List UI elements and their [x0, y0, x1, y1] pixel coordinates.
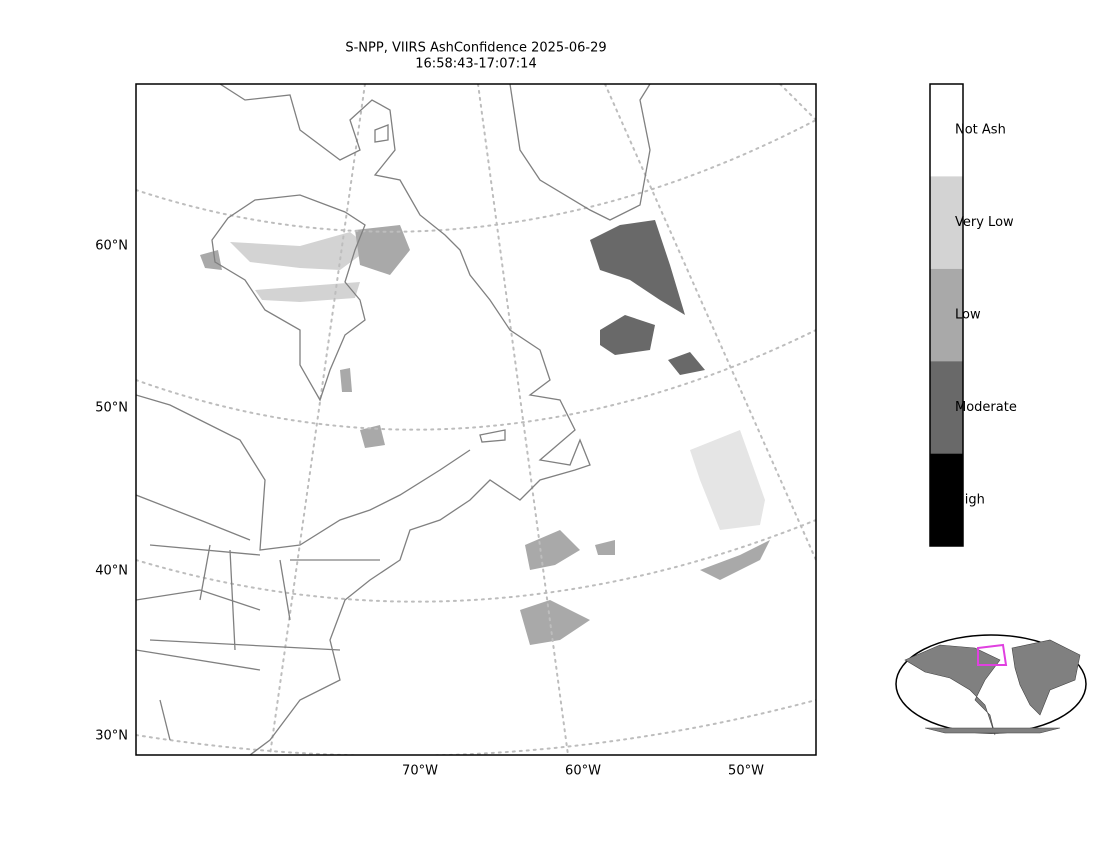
- colorbar-segment: [930, 453, 963, 546]
- lon-labels: 70°W 60°W 50°W: [402, 764, 764, 779]
- colorbar-segment: [930, 84, 963, 177]
- colorbar-segment: [930, 361, 963, 454]
- title-line-1: S-NPP, VIIRS AshConfidence 2025-06-29: [345, 41, 606, 56]
- colorbar-segment: [930, 268, 963, 362]
- colorbar-label: High: [955, 492, 985, 507]
- title-line-2: 16:58:43-17:07:14: [415, 57, 536, 72]
- lat-label: 50°N: [95, 401, 128, 416]
- lat-label: 30°N: [95, 729, 128, 744]
- lat-label: 40°N: [95, 564, 128, 579]
- colorbar-label: Moderate: [955, 400, 1017, 415]
- lon-label: 50°W: [728, 764, 764, 779]
- colorbar-frame: [929, 83, 964, 547]
- map-area: [136, 84, 816, 755]
- colorbar-segment: [930, 176, 963, 269]
- lon-label: 70°W: [402, 764, 438, 779]
- coastlines: [136, 84, 651, 755]
- lat-labels: 60°N 50°N 40°N 30°N: [95, 239, 128, 744]
- colorbar-label: Very Low: [955, 215, 1014, 230]
- colorbar-label: Low: [955, 308, 981, 323]
- colorbar-label: Not Ash: [955, 123, 1006, 138]
- lat-label: 60°N: [95, 239, 128, 254]
- map-frame: [135, 83, 817, 756]
- ash-patches: [200, 220, 770, 645]
- colorbar: Not Ash Very Low Low Moderate High: [929, 83, 1017, 547]
- inset-globe: [895, 634, 1087, 736]
- lon-label: 60°W: [565, 764, 601, 779]
